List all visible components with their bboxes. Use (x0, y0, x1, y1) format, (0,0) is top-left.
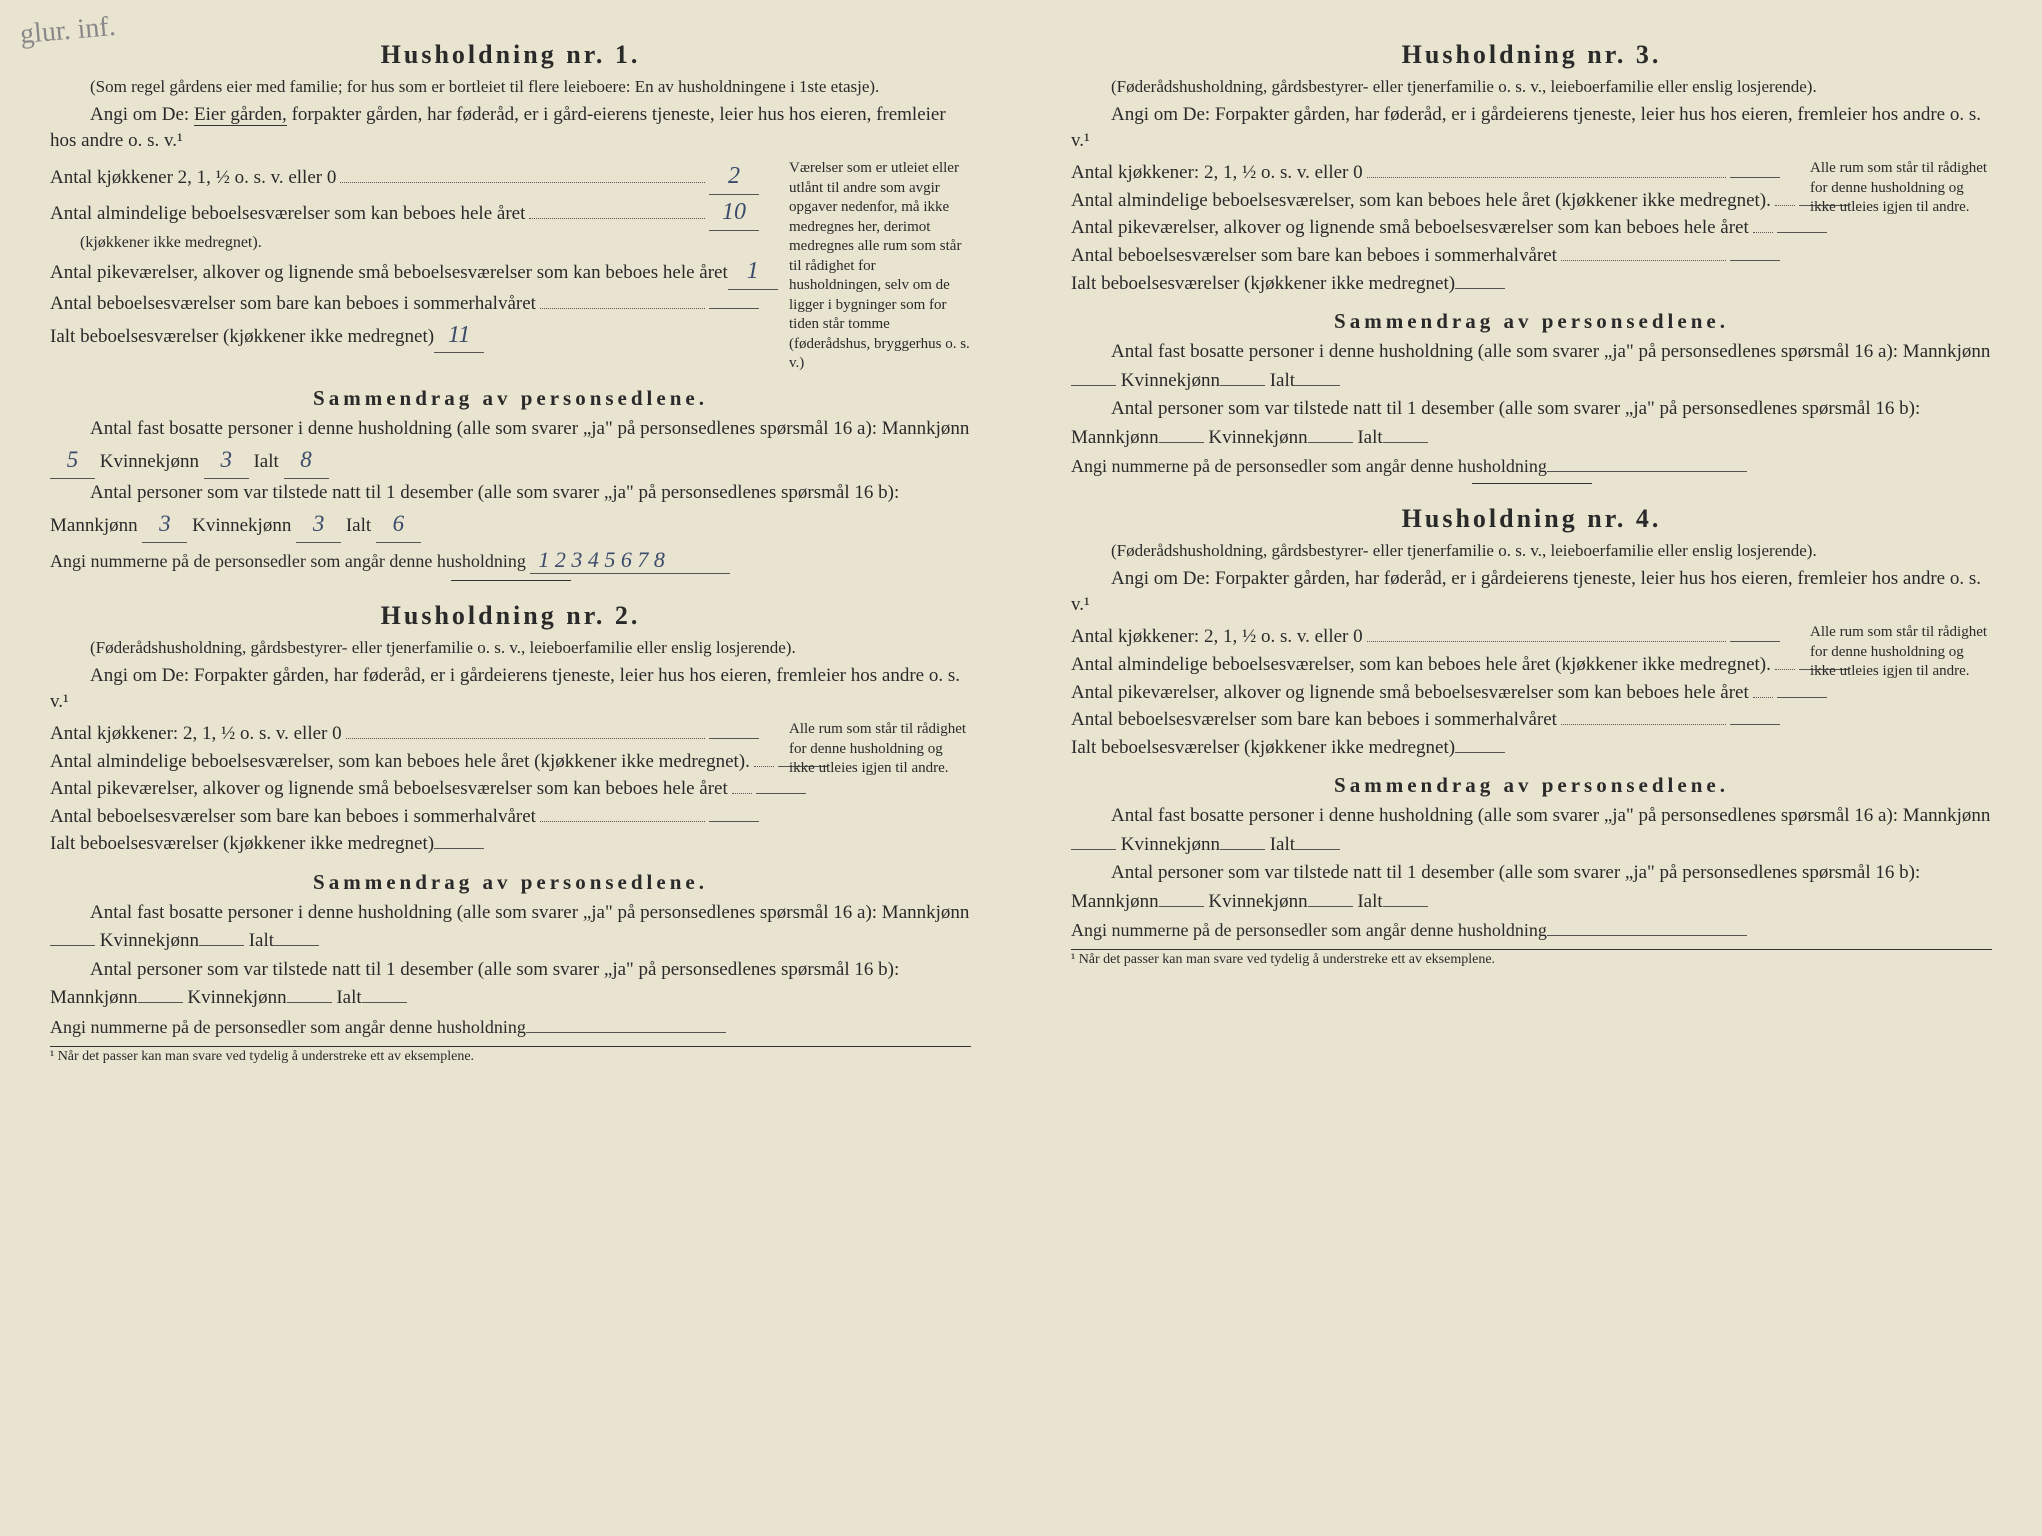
sammendrag-title-h1: Sammendrag av personsedlene. (50, 386, 971, 411)
angi-h4: Angi om De: Forpakter gården, har føderå… (1071, 566, 1992, 617)
brace-icon (771, 720, 785, 858)
form-left-h4: Antal kjøkkener: 2, 1, ½ o. s. v. eller … (1071, 623, 1780, 761)
til-i-h1: 6 (376, 507, 421, 543)
title-h3: Husholdning nr. 3. (1071, 40, 1992, 70)
kjokken-value: 2 (709, 159, 759, 195)
nummer-line-h1: Angi nummerne på de personsedler som ang… (50, 547, 971, 574)
form-area-h2: Antal kjøkkener: 2, 1, ½ o. s. v. eller … (50, 720, 971, 858)
subtitle-h4: (Føderådshusholdning, gårdsbestyrer- ell… (1071, 540, 1992, 562)
tilstede-line-h3: Antal personer som var tilstede natt til… (1071, 395, 1992, 452)
form-left-h2: Antal kjøkkener: 2, 1, ½ o. s. v. eller … (50, 720, 759, 858)
sammendrag-title-h3: Sammendrag av personsedlene. (1071, 309, 1992, 334)
fast-m-h1: 5 (50, 443, 95, 479)
ialt-value: 11 (434, 318, 484, 354)
form-area-h1: Antal kjøkkener 2, 1, ½ o. s. v. eller 0… (50, 159, 971, 374)
left-page: glur. inf. Husholdning nr. 1. (Som regel… (30, 30, 991, 1506)
nummer-line-h2: Angi nummerne på de personsedler som ang… (50, 1017, 971, 1038)
footnote-right: ¹ Når det passer kan man svare ved tydel… (1071, 949, 1992, 968)
almind-line: Antal almindelige beboelsesværelser som … (50, 195, 759, 231)
divider (451, 580, 571, 581)
sommer-line: Antal beboelsesværelser som bare kan beb… (50, 290, 759, 318)
pike-line: Antal pikeværelser, alkover og lignende … (50, 254, 759, 290)
section-husholdning-3: Husholdning nr. 3. (Føderådshusholdning,… (1071, 40, 1992, 484)
sommer-value (709, 308, 759, 309)
right-page: Husholdning nr. 3. (Føderådshusholdning,… (1051, 30, 2012, 1506)
angi-h3: Angi om De: Forpakter gården, har føderå… (1071, 102, 1992, 153)
brace-icon (771, 159, 785, 374)
divider (1472, 483, 1592, 484)
eier-underlined: Eier gården, (194, 104, 287, 126)
sammendrag-title-h4: Sammendrag av personsedlene. (1071, 773, 1992, 798)
ialt-line: Ialt beboelsesværelser (kjøkkener ikke m… (50, 318, 759, 354)
sammendrag-title-h2: Sammendrag av personsedlene. (50, 870, 971, 895)
almind-value: 10 (709, 195, 759, 231)
tilstede-line-h1: Antal personer som var tilstede natt til… (50, 479, 971, 543)
side-note-h3: Alle rum som står til rådighet for denne… (1792, 159, 1992, 297)
angi-h2: Angi om De: Forpakter gården, har føderå… (50, 663, 971, 714)
form-area-h3: Antal kjøkkener: 2, 1, ½ o. s. v. eller … (1071, 159, 1992, 297)
tilstede-line-h2: Antal personer som var tilstede natt til… (50, 956, 971, 1013)
form-left-h3: Antal kjøkkener: 2, 1, ½ o. s. v. eller … (1071, 159, 1780, 297)
tilstede-line-h4: Antal personer som var tilstede natt til… (1071, 859, 1992, 916)
section-husholdning-4: Husholdning nr. 4. (Føderådshusholdning,… (1071, 504, 1992, 968)
kjokken-line: Antal kjøkkener 2, 1, ½ o. s. v. eller 0… (50, 159, 759, 195)
side-note-h1: Værelser som er utleiet eller utlånt til… (771, 159, 971, 374)
fast-line-h1: Antal fast bosatte personer i denne hush… (50, 415, 971, 479)
fast-line-h3: Antal fast bosatte personer i denne hush… (1071, 338, 1992, 395)
form-left-h1: Antal kjøkkener 2, 1, ½ o. s. v. eller 0… (50, 159, 759, 374)
almind-note: (kjøkkener ikke medregnet). (50, 231, 759, 254)
subtitle-h3: (Føderådshusholdning, gårdsbestyrer- ell… (1071, 76, 1992, 98)
section-husholdning-2: Husholdning nr. 2. (Føderådshusholdning,… (50, 601, 971, 1065)
nummer-line-h3: Angi nummerne på de personsedler som ang… (1071, 456, 1992, 477)
section-husholdning-1: Husholdning nr. 1. (Som regel gårdens ei… (50, 40, 971, 581)
nummer-value-h1: 1 2 3 4 5 6 7 8 (530, 547, 730, 574)
side-note-h2: Alle rum som står til rådighet for denne… (771, 720, 971, 858)
title-h2: Husholdning nr. 2. (50, 601, 971, 631)
fast-k-h1: 3 (204, 443, 249, 479)
side-note-h4: Alle rum som står til rådighet for denne… (1792, 623, 1992, 761)
title-h1: Husholdning nr. 1. (50, 40, 971, 70)
angi-h1: Angi om De: Eier gården, forpakter gårde… (50, 102, 971, 153)
footnote-left: ¹ Når det passer kan man svare ved tydel… (50, 1046, 971, 1065)
form-area-h4: Antal kjøkkener: 2, 1, ½ o. s. v. eller … (1071, 623, 1992, 761)
title-h4: Husholdning nr. 4. (1071, 504, 1992, 534)
subtitle-h2: (Føderådshusholdning, gårdsbestyrer- ell… (50, 637, 971, 659)
nummer-line-h4: Angi nummerne på de personsedler som ang… (1071, 920, 1992, 941)
til-m-h1: 3 (142, 507, 187, 543)
brace-icon (1792, 623, 1806, 761)
til-k-h1: 3 (296, 507, 341, 543)
fast-line-h2: Antal fast bosatte personer i denne hush… (50, 899, 971, 956)
subtitle-h1: (Som regel gårdens eier med familie; for… (50, 76, 971, 98)
fast-line-h4: Antal fast bosatte personer i denne hush… (1071, 802, 1992, 859)
fast-i-h1: 8 (284, 443, 329, 479)
brace-icon (1792, 159, 1806, 297)
